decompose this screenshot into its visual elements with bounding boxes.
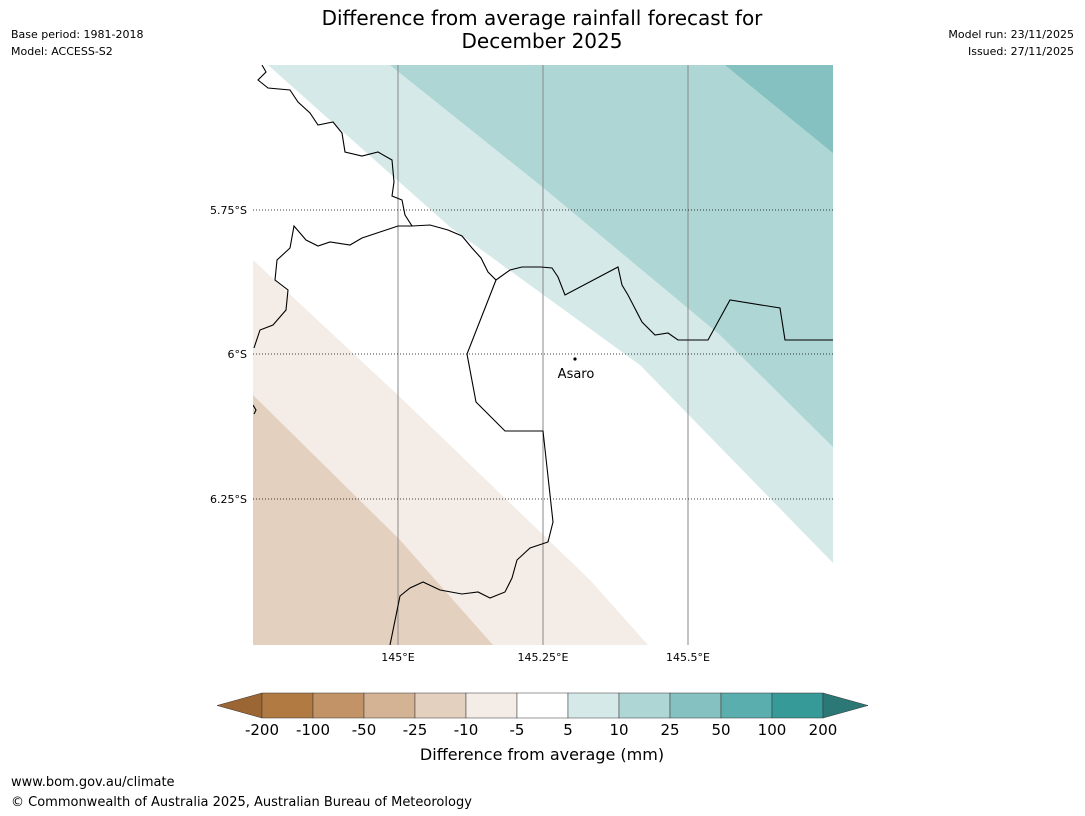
colorbar-tick-label: 100 bbox=[758, 721, 787, 739]
colorbar-label: Difference from average (mm) bbox=[419, 745, 665, 764]
colorbar-tick-label: 5 bbox=[563, 721, 573, 739]
colorbar-swatch bbox=[618, 692, 671, 719]
lon-label-145: 145°E bbox=[381, 651, 414, 664]
colorbar-swatch bbox=[261, 692, 314, 719]
colorbar: -200 -100 -50 -25 -10 -5 5 10 25 50 100 200 bbox=[216, 692, 869, 739]
border-fragment-west bbox=[253, 404, 257, 415]
colorbar-tick-label: -10 bbox=[454, 721, 479, 739]
model-text: Model: ACCESS-S2 bbox=[11, 45, 113, 58]
colorbar-tick-label: -25 bbox=[403, 721, 428, 739]
colorbar-swatch bbox=[669, 692, 722, 719]
lon-label-145-25: 145.25°E bbox=[518, 651, 569, 664]
lat-label-6-25: 6.25°S bbox=[210, 493, 247, 506]
base-period-text: Base period: 1981-2018 bbox=[11, 28, 144, 41]
meta-left: Base period: 1981-2018 Model: ACCESS-S2 bbox=[11, 26, 143, 60]
band-10-25 bbox=[390, 65, 833, 447]
colorbar-swatch bbox=[414, 692, 467, 719]
colorbar-tick-label: 10 bbox=[609, 721, 628, 739]
colorbar-swatch bbox=[567, 692, 620, 719]
colorbar-tick-label: 200 bbox=[809, 721, 838, 739]
colorbar-tick-label: -100 bbox=[296, 721, 330, 739]
map-area: Asaro bbox=[253, 65, 833, 645]
title-line-1: Difference from average rainfall forecas… bbox=[321, 6, 763, 30]
asaro-point bbox=[573, 357, 577, 361]
band-neg10-neg25 bbox=[253, 395, 493, 645]
colorbar-tick-label: -5 bbox=[510, 721, 525, 739]
colorbar-extend-low bbox=[216, 692, 263, 719]
meta-right: Model run: 23/11/2025 Issued: 27/11/2025 bbox=[948, 26, 1074, 60]
province-border-south bbox=[389, 279, 554, 645]
lat-label-6: 6°S bbox=[228, 348, 247, 361]
colorbar-tick-label: -50 bbox=[352, 721, 377, 739]
colorbar-swatch bbox=[312, 692, 365, 719]
map-title: Difference from average rainfall forecas… bbox=[242, 7, 842, 53]
colorbar-swatch bbox=[465, 692, 518, 719]
colorbar-tick-label: 50 bbox=[711, 721, 730, 739]
asaro-label: Asaro bbox=[558, 367, 595, 382]
colorbar-swatch bbox=[720, 692, 773, 719]
footer-url[interactable]: www.bom.gov.au/climate bbox=[11, 775, 175, 790]
province-border-central bbox=[411, 224, 833, 341]
colorbar-tick-label: 25 bbox=[660, 721, 679, 739]
lat-label-5-75: 5.75°S bbox=[210, 204, 247, 217]
issued-text: Issued: 27/11/2025 bbox=[967, 45, 1074, 58]
lon-label-145-5: 145.5°E bbox=[666, 651, 710, 664]
colorbar-swatch bbox=[363, 692, 416, 719]
colorbar-swatch bbox=[771, 692, 824, 719]
colorbar-swatch bbox=[516, 692, 569, 719]
colorbar-extend-high bbox=[822, 692, 869, 719]
title-line-2: December 2025 bbox=[461, 29, 623, 53]
band-25-50 bbox=[725, 65, 833, 153]
rainfall-map: Asaro 5.75°S 6°S 6.25°S 145°E 145.25°E 1… bbox=[210, 65, 869, 739]
colorbar-tick-label: -200 bbox=[245, 721, 279, 739]
model-run-text: Model run: 23/11/2025 bbox=[948, 28, 1074, 41]
footer-copyright: © Commonwealth of Australia 2025, Austra… bbox=[11, 795, 472, 810]
province-border-north bbox=[253, 65, 414, 349]
